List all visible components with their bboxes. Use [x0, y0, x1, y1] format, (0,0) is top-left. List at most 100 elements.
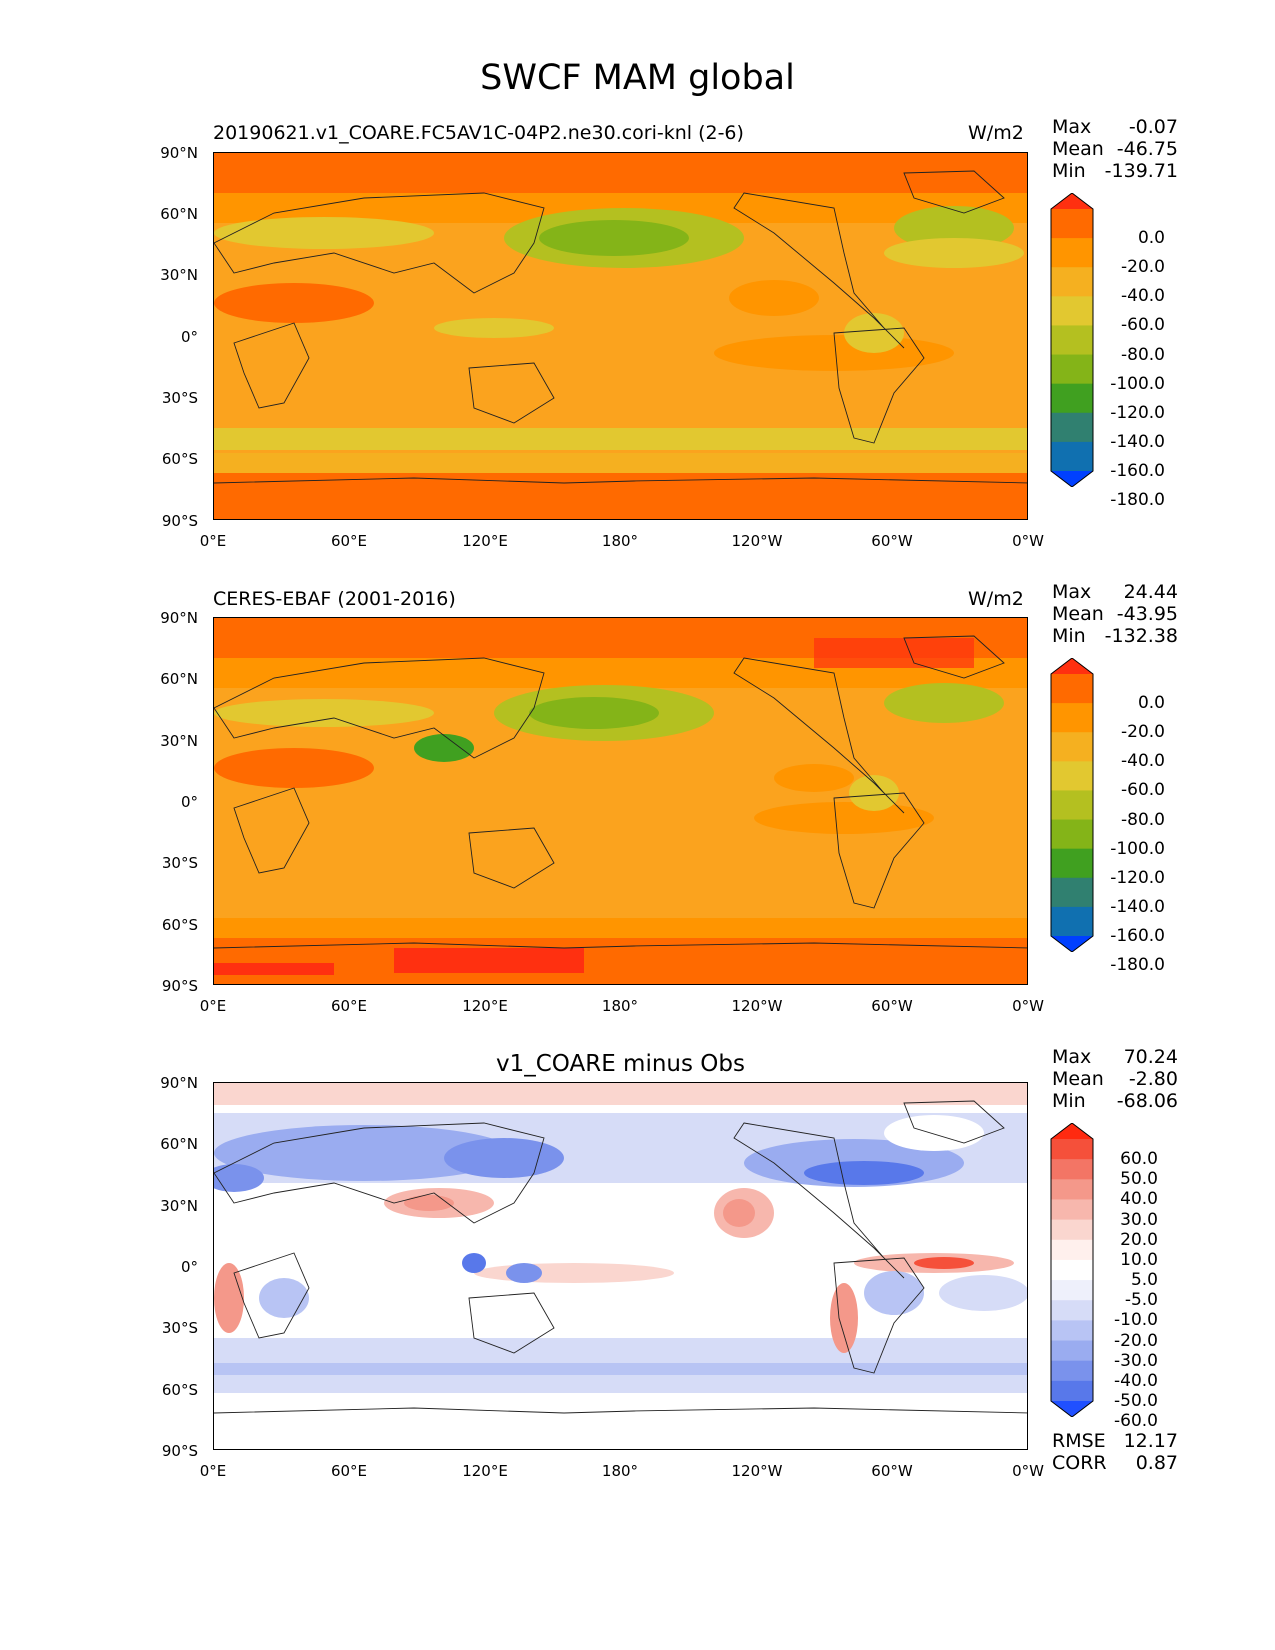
- map-field: [214, 153, 1027, 519]
- lon-tick-label: 120°W: [731, 1462, 783, 1480]
- stat-label: Min: [1052, 625, 1086, 647]
- colorbar: [1050, 1123, 1094, 1417]
- stat-label: Mean: [1052, 138, 1104, 160]
- colorbar-tick-label: 40.0: [1120, 1189, 1158, 1210]
- colorbar-tick-label: -140.0: [1110, 896, 1165, 917]
- stat-value: -132.38: [1104, 625, 1178, 647]
- colorbar-segment: [1051, 761, 1093, 791]
- colorbar-segment: [1051, 906, 1093, 937]
- colorbar-tick-label: 30.0: [1120, 1209, 1158, 1230]
- map-field: [214, 1083, 1027, 1414]
- colorbar-tick-label: -180.0: [1110, 955, 1165, 976]
- colorbar-segment: [1051, 1360, 1093, 1382]
- colorbar-tick-label: -20.0: [1121, 257, 1165, 278]
- stat-value: -46.75: [1116, 138, 1178, 160]
- colorbar-segment: [1051, 1380, 1093, 1402]
- colorbar-segment: [1051, 1300, 1093, 1321]
- colorbar-tick-label: -180.0: [1110, 490, 1165, 511]
- lat-tick-label: 60°N: [160, 670, 198, 688]
- stat-value: 24.44: [1123, 581, 1178, 603]
- stat-label: Min: [1052, 160, 1086, 182]
- lat-tick-label: 0°: [180, 793, 198, 811]
- lon-tick-label: 120°E: [462, 532, 508, 550]
- colorbar-tick-label: -10.0: [1114, 1310, 1158, 1331]
- colorbar-segment: [1051, 238, 1093, 268]
- lon-tick-label: 60°E: [330, 997, 368, 1015]
- lat-tick-label: 30°N: [160, 266, 198, 284]
- colorbar-segment: [1051, 1340, 1093, 1362]
- panel-title: 20190621.v1_COARE.FC5AV1C-04P2.ne30.cori…: [213, 122, 744, 144]
- panel-units: W/m2: [968, 588, 1024, 610]
- lat-tick-label: 0°: [180, 328, 198, 346]
- colorbar-segment: [1051, 1199, 1093, 1221]
- colorbar-segment: [1051, 790, 1093, 821]
- stat-value: 70.24: [1123, 1046, 1178, 1068]
- colorbar-segment: [1051, 1139, 1093, 1160]
- colorbar-tick-label: -160.0: [1110, 926, 1165, 946]
- lat-tick-label: 30°S: [161, 1319, 198, 1337]
- colorbar: [1050, 658, 1094, 952]
- colorbar-tick-label: 0.0: [1137, 693, 1165, 714]
- map-diff: [213, 1082, 1028, 1450]
- lon-tick-label: 60°W: [871, 997, 913, 1015]
- colorbar-tick-label: -80.0: [1121, 344, 1165, 365]
- colorbar-segment: [1051, 848, 1093, 879]
- colorbar-segment: [1051, 1280, 1093, 1301]
- colorbar-segment: [1051, 819, 1093, 850]
- colorbar-tick-label: 50.0: [1120, 1169, 1158, 1190]
- colorbar-segment: [1051, 267, 1093, 297]
- lon-tick-label: 0°W: [1012, 532, 1044, 550]
- stat-value: -43.95: [1116, 603, 1178, 625]
- colorbar-tick-label: -60.0: [1121, 315, 1165, 336]
- colorbar-tick-label: 20.0: [1120, 1229, 1158, 1250]
- colorbar-segment: [1051, 1259, 1093, 1281]
- corr-value: 0.87: [1135, 1452, 1178, 1474]
- panel-title: v1_COARE minus Obs: [496, 1051, 745, 1077]
- colorbar-tick-label: -120.0: [1110, 402, 1165, 423]
- colorbar-extend-max: [1051, 193, 1093, 209]
- lat-tick-label: 60°N: [160, 205, 198, 223]
- colorbar-extend-max: [1051, 658, 1093, 674]
- lat-tick-label: 30°N: [160, 1197, 198, 1215]
- colorbar-tick-label: 5.0: [1130, 1270, 1158, 1291]
- colorbar-extend-min: [1051, 936, 1093, 952]
- colorbar-tick-label: -80.0: [1121, 809, 1165, 830]
- lon-tick-label: 60°W: [871, 1462, 913, 1480]
- lon-tick-label: 180°: [601, 1462, 639, 1480]
- colorbar-tick-label: -50.0: [1114, 1391, 1158, 1411]
- colorbar-segment: [1051, 1320, 1093, 1342]
- colorbar-tick-label: 60.0: [1120, 1149, 1158, 1170]
- colorbar-segment: [1051, 296, 1093, 326]
- rmse-value: 12.17: [1123, 1430, 1178, 1452]
- colorbar-tick-label: -120.0: [1110, 867, 1165, 888]
- lon-tick-label: 120°E: [462, 997, 508, 1015]
- lat-tick-label: 60°S: [161, 450, 198, 468]
- colorbar-segment: [1051, 383, 1093, 414]
- colorbar-segment: [1051, 703, 1093, 733]
- colorbar-segment: [1051, 325, 1093, 356]
- colorbar-tick-label: -100.0: [1110, 838, 1165, 859]
- lat-tick-label: 90°S: [161, 512, 198, 530]
- lat-tick-label: 90°N: [160, 144, 198, 162]
- colorbar-tick-label: -5.0: [1124, 1290, 1158, 1311]
- lat-tick-label: 90°S: [161, 977, 198, 995]
- colorbar-tick-label: -40.0: [1114, 1370, 1158, 1391]
- map-field: [214, 618, 1027, 984]
- colorbar-segment: [1051, 732, 1093, 762]
- colorbar-segment: [1051, 1159, 1093, 1180]
- lat-tick-label: 0°: [180, 1258, 198, 1276]
- colorbar-extend-min: [1051, 471, 1093, 487]
- colorbar-tick-label: -140.0: [1110, 431, 1165, 452]
- lat-tick-label: 60°S: [161, 1381, 198, 1399]
- colorbar-tick-label: -100.0: [1110, 373, 1165, 394]
- lat-tick-label: 60°N: [160, 1135, 198, 1153]
- colorbar-extend-min: [1051, 1401, 1093, 1417]
- colorbar-segment: [1051, 674, 1093, 704]
- lat-tick-label: 30°S: [161, 854, 198, 872]
- colorbar-segment: [1051, 441, 1093, 472]
- colorbar-segment: [1051, 877, 1093, 908]
- lat-tick-label: 60°S: [161, 916, 198, 934]
- stat-value: -2.80: [1128, 1068, 1178, 1090]
- map-obs: [213, 617, 1028, 985]
- colorbar-tick-label: 0.0: [1137, 228, 1165, 249]
